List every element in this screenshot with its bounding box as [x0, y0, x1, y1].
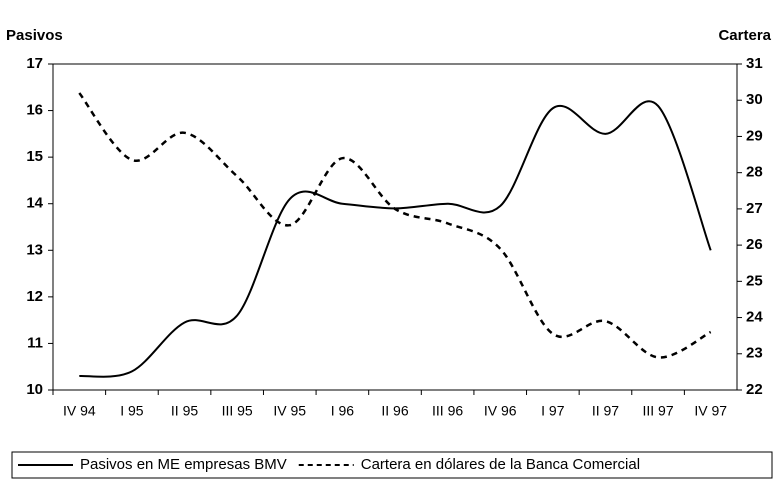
x-tick-label: IV 96	[484, 403, 517, 419]
x-tick-label: I 95	[120, 403, 144, 419]
y2-tick-label: 27	[746, 200, 763, 217]
legend-box	[11, 451, 773, 479]
y2-tick-label: 30	[746, 91, 763, 108]
y-tick-label: 17	[26, 55, 43, 72]
y-tick-label: 11	[27, 334, 43, 351]
legend-label: Pasivos en ME empresas BMV	[80, 456, 287, 473]
y2-axis-title: Cartera	[718, 27, 771, 44]
series-line	[79, 100, 712, 378]
x-tick-label: IV 95	[273, 403, 306, 419]
y2-tick-label: 28	[746, 164, 763, 181]
y2-tick-label: 31	[746, 55, 763, 72]
y-tick-label: 12	[26, 288, 43, 305]
series-line	[78, 92, 712, 359]
x-tick-label: I 96	[331, 403, 355, 419]
x-tick-label: II 96	[381, 403, 408, 419]
x-tick-label: IV 97	[694, 403, 727, 419]
x-tick-label: II 97	[592, 403, 619, 419]
x-tick-label: III 95	[222, 403, 253, 419]
y2-tick-label: 23	[746, 345, 763, 362]
y-tick-label: 10	[26, 381, 43, 398]
x-tick-label: I 97	[541, 403, 565, 419]
y-tick-label: 14	[26, 195, 43, 212]
y2-tick-label: 26	[746, 236, 763, 253]
x-tick-label: III 97	[643, 403, 674, 419]
y2-tick-label: 22	[746, 381, 763, 398]
y-tick-label: 16	[26, 102, 43, 119]
y-axis-title: Pasivos	[6, 27, 63, 44]
y2-tick-label: 25	[746, 272, 763, 289]
y-tick-label: 13	[26, 241, 43, 258]
x-tick-label: III 96	[432, 403, 463, 419]
y2-tick-label: 24	[746, 309, 763, 326]
y-tick-label: 15	[26, 148, 43, 165]
legend-label: Cartera en dólares de la Banca Comercial	[361, 456, 640, 473]
y2-tick-label: 29	[746, 127, 763, 144]
x-tick-label: II 95	[171, 403, 198, 419]
x-tick-label: IV 94	[63, 403, 96, 419]
